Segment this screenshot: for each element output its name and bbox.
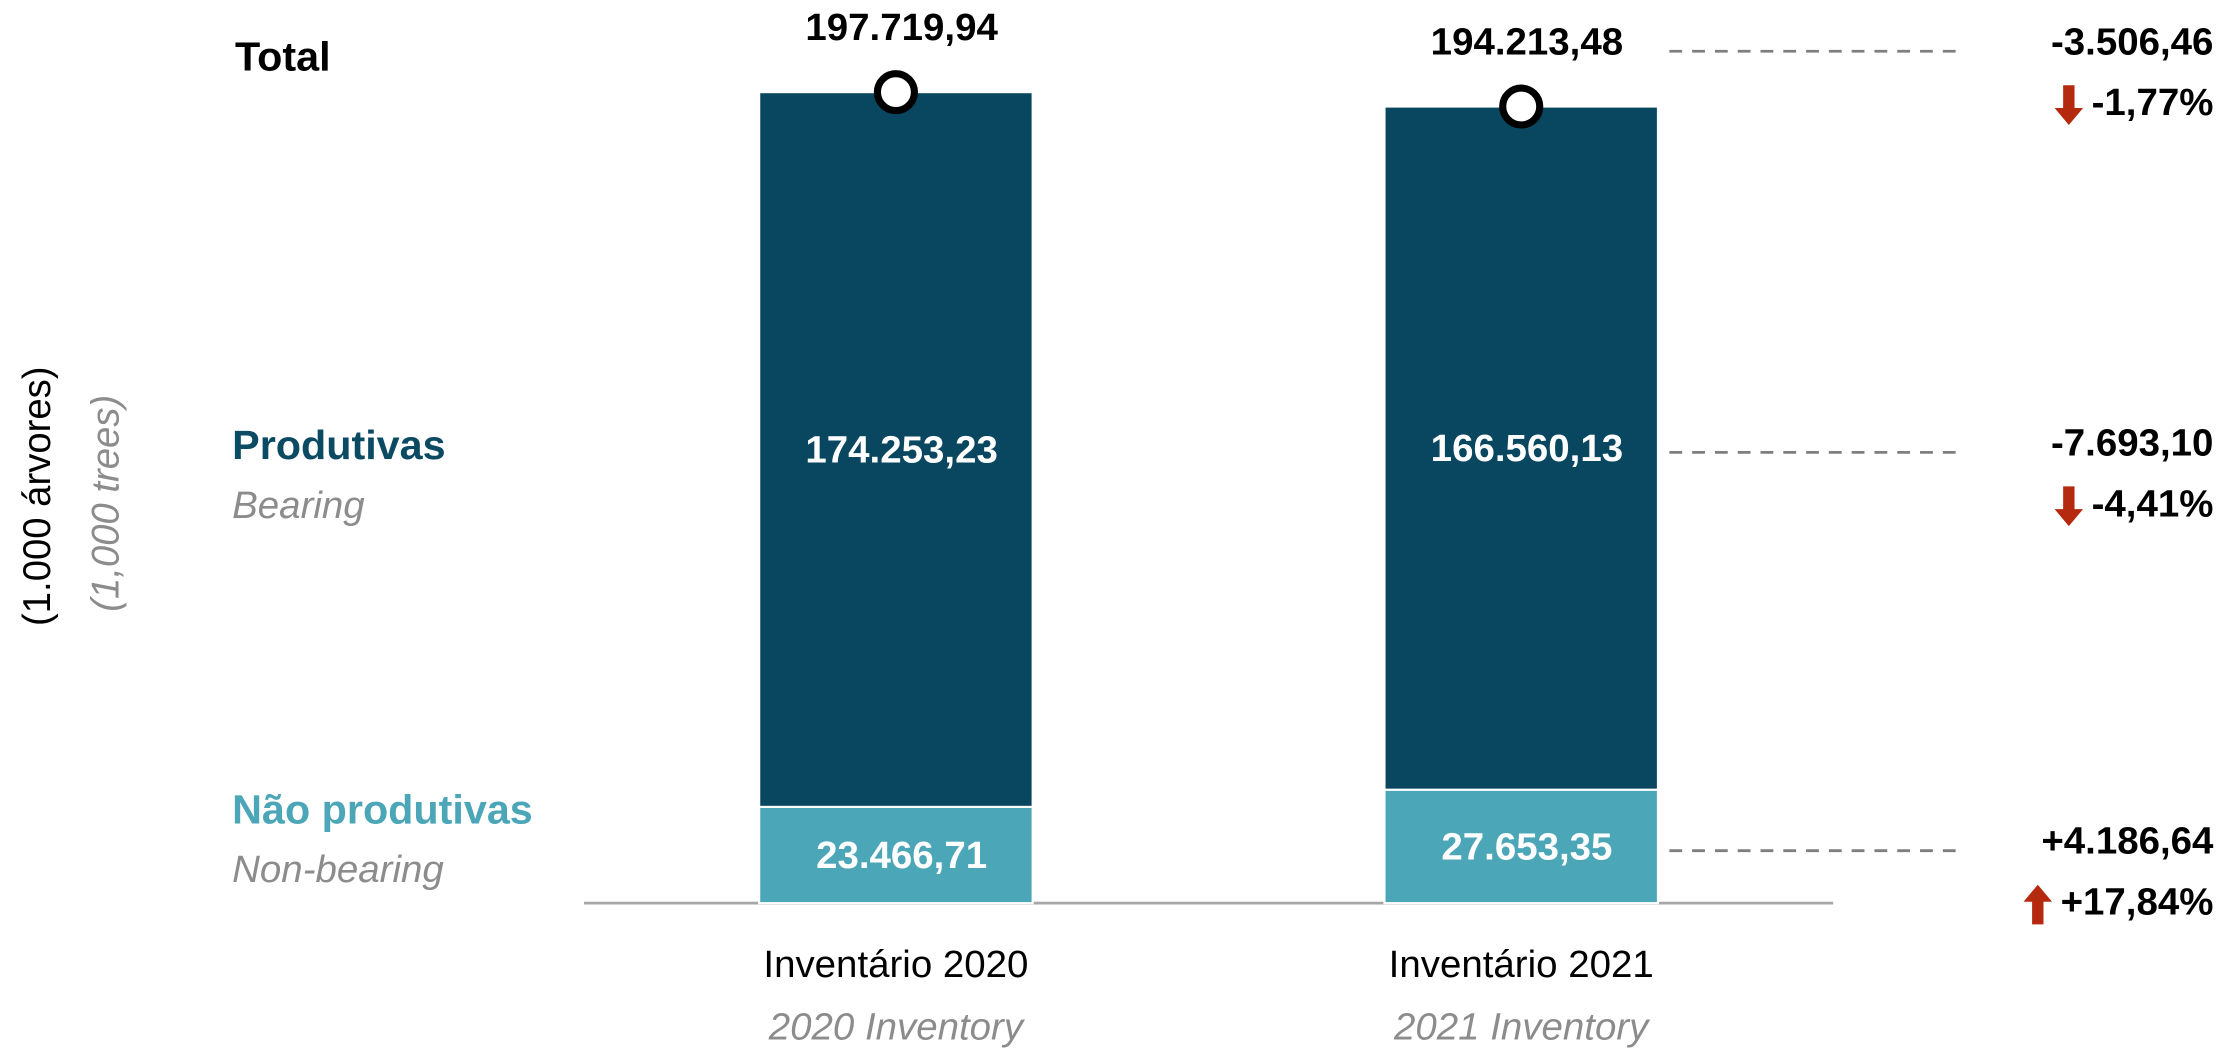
row-label: Não produtivas xyxy=(232,786,533,832)
axis-label: (1.000 árvores) xyxy=(16,366,59,626)
x-tick-label-en: 2020 Inventory xyxy=(768,1006,1026,1049)
row-label-en: Non-bearing xyxy=(232,848,444,891)
x-tick-label: Inventário 2020 xyxy=(763,943,1028,986)
row-label-en: Bearing xyxy=(232,484,365,527)
change-arrow xyxy=(2054,85,2084,125)
change-percent: +17,84% xyxy=(2061,881,2214,924)
bar-value-label: 27.653,35 xyxy=(1441,825,1612,868)
total-label: Total xyxy=(235,33,331,79)
change-arrow xyxy=(2023,884,2053,925)
bar-segment xyxy=(758,91,1034,808)
row-label: Produtivas xyxy=(232,422,445,468)
change-percent: -1,77% xyxy=(2092,81,2214,124)
change-value: -7.693,10 xyxy=(2051,421,2213,464)
bar-value-label: 174.253,23 xyxy=(805,429,997,472)
bar-value-label: 23.466,71 xyxy=(816,834,987,877)
total-value-label: 197.719,94 xyxy=(805,6,998,49)
change-value: -3.506,46 xyxy=(2051,20,2213,63)
change-percent: -4,41% xyxy=(2092,482,2214,525)
bar-segment xyxy=(758,805,1034,905)
bar-value-label: 166.560,13 xyxy=(1431,427,1623,470)
change-value: +4.186,64 xyxy=(2041,820,2214,863)
change-arrow xyxy=(2054,486,2084,527)
x-tick-label: Inventário 2021 xyxy=(1389,943,1654,986)
total-marker xyxy=(1499,84,1544,129)
x-tick-label-en: 2021 Inventory xyxy=(1393,1006,1651,1049)
bar-segment xyxy=(1383,105,1660,791)
total-marker xyxy=(873,70,918,115)
total-value-label: 194.213,48 xyxy=(1431,20,1623,63)
axis-label-en: (1,000 trees) xyxy=(84,395,127,612)
